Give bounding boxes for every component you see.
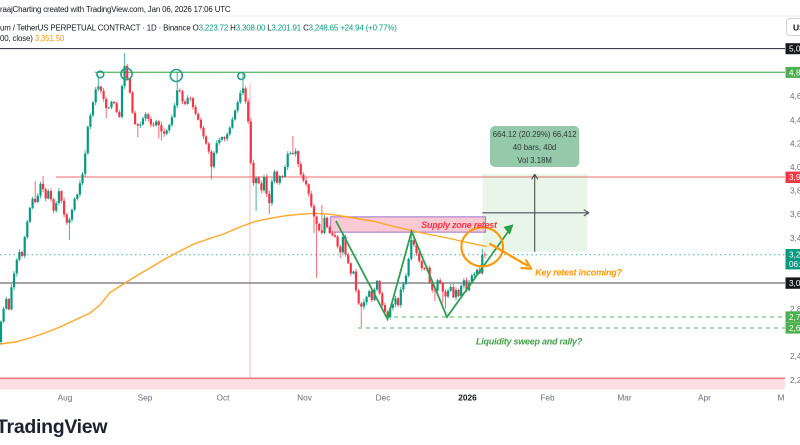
svg-text:TradingView: TradingView <box>0 416 108 438</box>
svg-text:3,400: 3,400 <box>790 234 800 243</box>
svg-text:Key retest incoming?: Key retest incoming? <box>535 267 622 277</box>
svg-text:Oct: Oct <box>217 393 231 403</box>
svg-text:4,600: 4,600 <box>790 92 800 101</box>
svg-text:USD: USD <box>793 23 800 33</box>
svg-text:40 bars, 40d: 40 bars, 40d <box>513 143 556 152</box>
svg-text:M: M <box>778 393 785 403</box>
svg-text:2,400: 2,400 <box>790 352 800 361</box>
svg-text:raajCharting created with Trad: raajCharting created with TradingView.co… <box>0 5 231 14</box>
svg-text:3,600: 3,600 <box>790 210 800 219</box>
svg-text:Dec: Dec <box>376 393 391 403</box>
svg-text:06:1: 06:1 <box>789 260 800 269</box>
svg-text:Vol 3.18M: Vol 3.18M <box>517 156 552 165</box>
svg-text:5,05: 5,05 <box>789 45 800 54</box>
svg-text:um / TetherUS PERPETUAL CONTRA: um / TetherUS PERPETUAL CONTRACT · 1D · … <box>0 24 397 33</box>
svg-text:2,800: 2,800 <box>790 305 800 314</box>
svg-text:2026: 2026 <box>458 393 477 403</box>
svg-text:Sep: Sep <box>138 393 153 403</box>
svg-text:2,73: 2,73 <box>789 313 800 322</box>
svg-text:3,800: 3,800 <box>790 187 800 196</box>
svg-text:3,24: 3,24 <box>789 251 800 260</box>
svg-text:664.12 (20.29%) 66,412: 664.12 (20.29%) 66,412 <box>493 130 577 139</box>
svg-text:4,83: 4,83 <box>789 68 800 77</box>
svg-text:3,90: 3,90 <box>789 173 800 182</box>
svg-text:Mar: Mar <box>617 393 632 403</box>
svg-text:Apr: Apr <box>698 393 711 403</box>
svg-text:Aug: Aug <box>58 393 73 403</box>
svg-text:3,01: 3,01 <box>789 279 800 288</box>
svg-text:Nov: Nov <box>297 393 313 403</box>
svg-text:4,000: 4,000 <box>790 163 800 172</box>
svg-text:Feb: Feb <box>540 393 555 403</box>
svg-text:2,63: 2,63 <box>789 324 800 333</box>
svg-text:Supply zone retest: Supply zone retest <box>421 220 498 230</box>
svg-text:4,400: 4,400 <box>790 116 800 125</box>
svg-text:4,200: 4,200 <box>790 140 800 149</box>
svg-text:Liquidity sweep and rally?: Liquidity sweep and rally? <box>476 337 583 347</box>
svg-text:2,200: 2,200 <box>790 376 800 385</box>
svg-text:00, close) 3,351.50: 00, close) 3,351.50 <box>0 34 65 43</box>
